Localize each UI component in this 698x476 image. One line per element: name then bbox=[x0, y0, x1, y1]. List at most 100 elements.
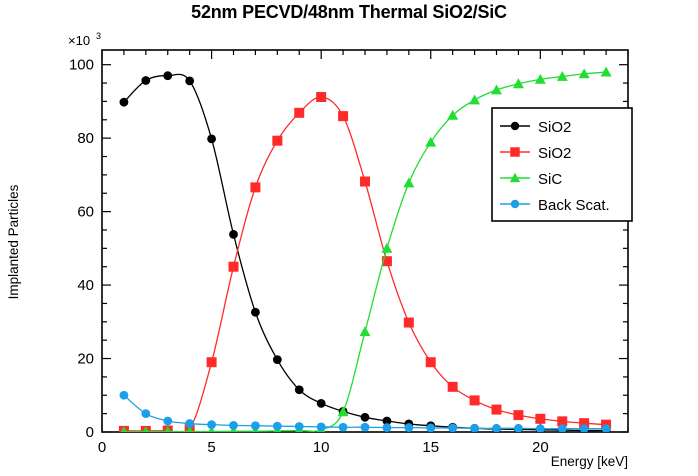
data-point bbox=[510, 147, 520, 157]
data-point bbox=[512, 78, 524, 89]
data-point bbox=[337, 406, 349, 417]
y-tick-label: 40 bbox=[77, 277, 94, 294]
data-point bbox=[186, 426, 193, 432]
data-point bbox=[251, 421, 260, 431]
data-point bbox=[514, 423, 523, 432]
y-axis-title: Implanted Particles bbox=[6, 184, 21, 299]
data-point bbox=[426, 423, 436, 432]
data-point bbox=[141, 409, 151, 419]
data-point bbox=[535, 424, 545, 432]
y-tick-label: 20 bbox=[77, 351, 94, 368]
y-tick-label: 80 bbox=[77, 130, 94, 147]
legend-entry-2[interactable]: SiC bbox=[500, 171, 562, 188]
data-point bbox=[272, 135, 283, 146]
data-point bbox=[403, 317, 414, 328]
data-point bbox=[294, 385, 304, 395]
data-point bbox=[404, 423, 414, 432]
data-point bbox=[294, 107, 305, 118]
x-tick-label: 20 bbox=[532, 439, 549, 456]
data-point bbox=[316, 422, 326, 432]
data-point bbox=[381, 256, 392, 267]
data-point bbox=[163, 416, 173, 426]
legend-label: SiC bbox=[538, 171, 562, 188]
data-point bbox=[359, 326, 371, 337]
data-point bbox=[425, 136, 437, 147]
data-series-group bbox=[118, 66, 612, 432]
data-point bbox=[250, 182, 261, 193]
data-point bbox=[557, 424, 567, 432]
data-point bbox=[447, 381, 458, 392]
data-point bbox=[208, 426, 215, 432]
y-tick-label: 60 bbox=[77, 204, 94, 221]
data-point bbox=[185, 419, 195, 428]
data-point bbox=[509, 172, 521, 183]
data-point bbox=[600, 66, 612, 77]
data-point bbox=[229, 229, 238, 239]
y-axis-multiplier-exponent: 3 bbox=[96, 31, 101, 41]
data-point bbox=[338, 422, 348, 432]
legend-entry-1[interactable]: SiO2 bbox=[500, 145, 571, 162]
data-point bbox=[272, 355, 282, 365]
data-point bbox=[403, 177, 415, 188]
data-point bbox=[206, 357, 217, 368]
data-point bbox=[251, 307, 260, 317]
data-point bbox=[229, 420, 238, 430]
data-point bbox=[492, 423, 501, 432]
data-point bbox=[228, 261, 239, 272]
data-point bbox=[557, 416, 568, 427]
data-point bbox=[470, 423, 479, 432]
data-point bbox=[469, 395, 480, 406]
data-point bbox=[163, 71, 173, 81]
data-point bbox=[207, 420, 216, 430]
series-1 bbox=[118, 92, 612, 432]
x-axis-title: Energy [keV] bbox=[551, 454, 628, 469]
data-point bbox=[556, 70, 568, 81]
data-point bbox=[185, 76, 195, 86]
x-tick-label: 5 bbox=[207, 439, 215, 456]
data-point bbox=[272, 421, 282, 431]
data-point bbox=[382, 423, 392, 432]
legend-entry-0[interactable]: SiO2 bbox=[500, 119, 571, 136]
data-point bbox=[142, 426, 150, 432]
data-point bbox=[510, 121, 520, 131]
data-point bbox=[141, 76, 151, 85]
data-point bbox=[360, 412, 370, 422]
data-point bbox=[491, 404, 502, 415]
axis-tick-labels: 0 5 10 15 20 0 20 40 60 80 100 bbox=[69, 57, 549, 456]
data-point bbox=[578, 68, 590, 79]
data-point bbox=[469, 94, 481, 105]
x-tick-label: 15 bbox=[422, 439, 439, 456]
data-point bbox=[120, 426, 128, 432]
data-point bbox=[579, 424, 589, 432]
data-point bbox=[338, 111, 349, 122]
data-point bbox=[164, 426, 172, 432]
legend-label: SiO2 bbox=[538, 145, 571, 162]
data-point bbox=[491, 84, 502, 95]
data-point bbox=[535, 413, 546, 424]
y-tick-label: 100 bbox=[69, 57, 94, 74]
series-2 bbox=[120, 66, 612, 432]
data-point bbox=[119, 390, 129, 400]
data-point bbox=[382, 416, 392, 426]
chart-title: 52nm PECVD/48nm Thermal SiO2/SiC bbox=[191, 2, 507, 22]
data-point bbox=[360, 176, 370, 187]
data-point bbox=[513, 410, 524, 421]
legend-label: SiO2 bbox=[538, 119, 571, 136]
data-point bbox=[207, 134, 216, 144]
data-point bbox=[448, 423, 458, 432]
data-point bbox=[294, 422, 304, 431]
legend-entry-3[interactable]: Back Scat. bbox=[500, 197, 610, 214]
y-axis-multiplier: ×10 bbox=[68, 33, 90, 48]
data-point bbox=[316, 92, 327, 103]
data-point bbox=[316, 398, 326, 408]
data-point bbox=[119, 97, 129, 107]
y-tick-label: 0 bbox=[86, 424, 94, 441]
data-point bbox=[601, 424, 611, 432]
data-point bbox=[360, 422, 370, 432]
legend[interactable]: SiO2 SiO2 SiC Back Scat. bbox=[491, 107, 633, 222]
data-point bbox=[534, 73, 546, 84]
x-tick-label: 10 bbox=[313, 439, 330, 456]
